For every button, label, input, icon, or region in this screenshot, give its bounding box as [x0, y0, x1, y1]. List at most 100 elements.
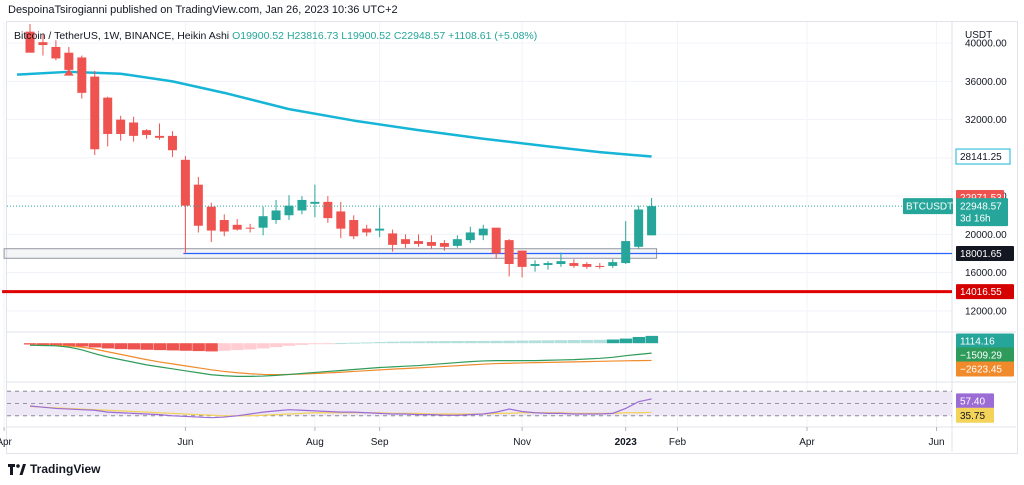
legend-symbol: Bitcoin / TetherUS, 1W, BINANCE, Heikin …: [14, 30, 230, 42]
macd-histogram-bar: [567, 340, 581, 344]
red-level-tag: 14016.55: [960, 287, 1002, 298]
candle-up: [556, 261, 566, 265]
macd-histogram-bar: [619, 338, 633, 344]
macd-hist-tag: 1114.16: [960, 337, 995, 348]
macd-histogram-bar: [503, 340, 516, 344]
candle-up: [258, 216, 268, 228]
ma-line: [16, 70, 652, 158]
candle-down: [362, 228, 372, 233]
macd-histogram-bar: [308, 343, 322, 345]
candle-down: [103, 97, 113, 134]
x-tick-label: Sep: [371, 437, 389, 448]
candle-down: [349, 220, 359, 237]
x-tick-label: Aug: [306, 437, 324, 448]
macd-histogram-bar: [179, 343, 192, 351]
macd-histogram-bar: [464, 340, 477, 344]
candle-down: [401, 239, 411, 244]
candle-up: [647, 206, 657, 236]
macd-hist-tag-bg: [956, 333, 1014, 349]
candle-down: [193, 184, 203, 226]
macd-histogram-bar: [632, 336, 646, 344]
macd-line: [29, 344, 652, 377]
countdown-tag: 3d 16h: [960, 214, 991, 225]
macd-signal-line: [29, 344, 652, 376]
macd-histogram-bar: [373, 342, 387, 344]
legend-open: O19900.52: [232, 30, 285, 42]
axis-currency: USDT: [965, 30, 992, 41]
macd-histogram-bar: [490, 340, 503, 344]
candle-up: [478, 228, 488, 236]
macd-histogram-bar: [270, 343, 283, 348]
triangle-marker: [63, 68, 74, 76]
x-tick-label: 2023: [615, 437, 638, 448]
red-level-tag-bg: [956, 284, 1014, 300]
macd-histogram-bar: [606, 339, 620, 344]
macd-histogram-bar: [593, 339, 607, 344]
candle-up: [375, 228, 385, 231]
candle-up: [543, 263, 553, 265]
footer-branding[interactable]: TradingView: [8, 462, 100, 476]
rsi-line: [29, 398, 652, 419]
legend-high: H23816.73: [286, 30, 339, 42]
candle-down: [51, 46, 61, 59]
macd-histogram-bar: [101, 343, 115, 349]
moving-average: [16, 70, 652, 158]
candle-down: [569, 263, 579, 266]
macd-histogram-bar: [516, 340, 529, 344]
candle-down: [64, 52, 74, 70]
macd-histogram-bar: [140, 343, 154, 350]
candle-down: [491, 227, 501, 254]
macd-histogram-bar: [529, 340, 542, 344]
candle-up: [530, 264, 540, 266]
footer-brand: TradingView: [30, 462, 101, 476]
candle-up: [452, 239, 462, 246]
candle-down: [219, 220, 229, 232]
macd-histogram-bar: [24, 343, 37, 345]
y-tick-label: 40000.00: [965, 39, 1007, 50]
macd-histogram-bar: [645, 335, 659, 344]
macd-histogram-bar: [347, 342, 361, 344]
price-axis: USDT40000.0036000.0032000.0028000.002400…: [965, 30, 1007, 317]
macd-histogram-bar: [360, 342, 374, 344]
candle-down: [388, 233, 398, 245]
x-tick-label: Nov: [513, 437, 531, 448]
candle-down: [180, 159, 190, 206]
macd-histogram-bar: [257, 343, 270, 349]
macd-histogram-bar: [334, 343, 348, 345]
candle-down: [439, 242, 449, 247]
macd-histogram-bar: [399, 341, 413, 344]
candle-down: [77, 57, 87, 93]
support-value-tag: 18001.65: [960, 249, 1002, 260]
candle-down: [142, 130, 152, 135]
macd-histogram-bar: [36, 343, 50, 346]
candle-down: [323, 201, 333, 219]
macd-histogram-bar: [114, 343, 128, 350]
candles: [25, 24, 657, 278]
legend-low: L19900.52: [341, 30, 391, 42]
candle-up: [297, 199, 307, 211]
tradingview-logo-icon: [8, 463, 26, 475]
candle-up: [621, 241, 631, 264]
rsi-value-tag: 57.40: [960, 396, 985, 407]
candle-down: [116, 119, 126, 134]
price-tag-bg: [956, 198, 1008, 227]
y-tick-label: 12000.00: [965, 306, 1007, 317]
candle-down: [232, 224, 242, 230]
candle-down: [167, 135, 177, 151]
macd-histogram-bar: [321, 343, 335, 345]
macd-histogram-bar: [386, 341, 400, 344]
candle-down: [90, 76, 100, 150]
macd-histogram-bar: [192, 343, 205, 352]
horizontal-lines: [2, 252, 952, 294]
candle-down: [504, 240, 514, 265]
candle-down: [38, 42, 48, 46]
ma-value-border: [955, 148, 1011, 165]
x-tick-label: Feb: [669, 437, 687, 448]
y-tick-label: 16000.00: [965, 268, 1007, 279]
rsi-pane: [7, 390, 952, 419]
macd-histogram-bar: [153, 343, 166, 351]
macd-line-tag-bg: [956, 347, 1014, 363]
macd-histogram-bar: [477, 340, 490, 344]
time-axis: Apr Jun Aug Sep Nov 2023 Feb Apr Jun: [0, 427, 945, 448]
